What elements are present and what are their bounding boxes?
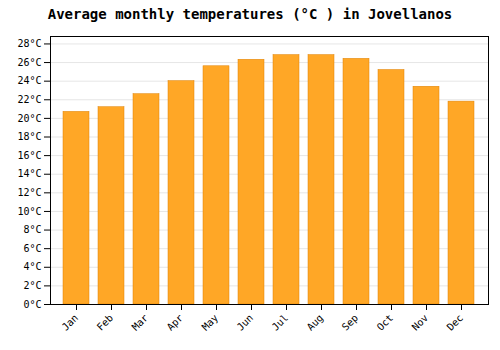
svg-text:Jun: Jun xyxy=(235,312,256,333)
svg-text:May: May xyxy=(200,312,221,333)
svg-text:10°C: 10°C xyxy=(17,206,41,217)
svg-text:Feb: Feb xyxy=(95,312,116,333)
svg-text:24°C: 24°C xyxy=(17,75,41,86)
svg-text:Oct: Oct xyxy=(375,312,396,333)
svg-text:22°C: 22°C xyxy=(17,94,41,105)
svg-text:26°C: 26°C xyxy=(17,57,41,68)
svg-text:Jul: Jul xyxy=(270,312,291,333)
svg-text:6°C: 6°C xyxy=(23,243,41,254)
svg-text:8°C: 8°C xyxy=(23,224,41,235)
svg-text:4°C: 4°C xyxy=(23,261,41,272)
svg-text:0°C: 0°C xyxy=(23,299,41,310)
svg-text:2°C: 2°C xyxy=(23,280,41,291)
svg-text:16°C: 16°C xyxy=(17,150,41,161)
svg-text:18°C: 18°C xyxy=(17,131,41,142)
svg-text:Dec: Dec xyxy=(445,312,466,333)
html-text:Average monthly temperatures (: Average monthly temperatures (°C ) in Jo… xyxy=(47,6,453,22)
svg-text:28°C: 28°C xyxy=(17,38,41,49)
svg-text:Apr: Apr xyxy=(165,312,186,333)
svg-text:20°C: 20°C xyxy=(17,113,41,124)
svg-text:Nov: Nov xyxy=(410,312,431,333)
svg-text:Mar: Mar xyxy=(130,312,151,333)
svg-text:Jan: Jan xyxy=(60,312,81,333)
svg-text:12°C: 12°C xyxy=(17,187,41,198)
svg-text:Sep: Sep xyxy=(340,312,361,333)
svg-text:Aug: Aug xyxy=(305,312,326,333)
svg-text:14°C: 14°C xyxy=(17,168,41,179)
